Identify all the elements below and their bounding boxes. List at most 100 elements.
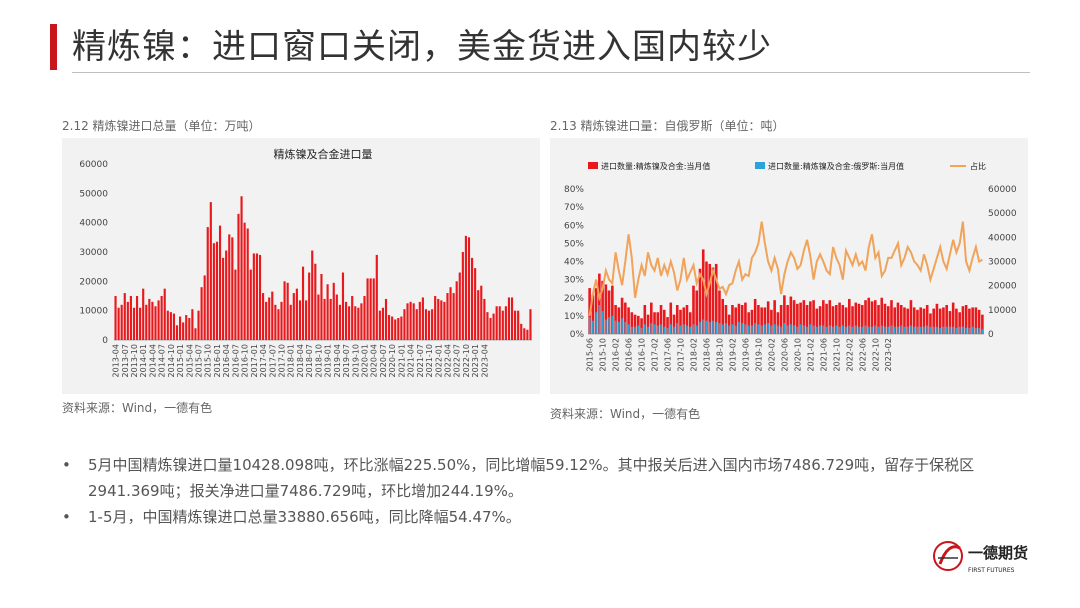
bar-russia (923, 326, 925, 334)
bar-total (763, 307, 767, 334)
bar (308, 272, 311, 340)
bar-russia (738, 321, 740, 334)
bar-total (935, 303, 939, 334)
bar-total (766, 301, 770, 334)
x-tick-label: 2014-07 (158, 344, 167, 377)
bar-total (792, 300, 796, 334)
bar (185, 315, 188, 340)
x-tick-label: 2018-06 (702, 338, 711, 371)
bar (431, 309, 434, 340)
bar-total (796, 303, 799, 334)
bar-total (942, 307, 945, 334)
bar-russia (647, 326, 649, 334)
bar-total (877, 305, 880, 334)
bar-russia (666, 327, 669, 334)
bar-russia (854, 325, 857, 334)
bar (483, 298, 486, 340)
bar-total (760, 307, 763, 334)
y-left-tick-label: 20% (564, 294, 584, 304)
bar (182, 322, 185, 340)
bar-total (737, 303, 741, 334)
bar (117, 307, 120, 340)
bar-total (653, 312, 656, 334)
bar-russia (712, 320, 714, 334)
bar-russia (952, 326, 954, 334)
bar-total (883, 303, 887, 334)
bar-russia (689, 326, 692, 334)
bar-total (799, 302, 802, 334)
bar (200, 287, 203, 340)
bar-russia (832, 326, 834, 334)
bar-total (857, 303, 861, 334)
bar (295, 288, 298, 340)
bar-total (805, 305, 809, 334)
right-chart: 进口数量:精炼镍及合金:当月值 进口数量:精炼镍及合金:俄罗斯:当月值 占比 0% 10… (564, 161, 1017, 371)
bar-russia (679, 325, 682, 334)
x-tick-label: 2015-01 (176, 344, 185, 377)
bar-total (679, 309, 682, 334)
bar-total (809, 301, 812, 334)
bar-russia (673, 326, 675, 334)
bar (292, 293, 295, 340)
x-tick-label: 2018-01 (287, 344, 296, 377)
title-divider (72, 72, 1030, 73)
bar (265, 301, 268, 340)
bar (129, 296, 132, 340)
x-tick-label: 2023-02 (884, 338, 893, 371)
x-tick-label: 2013-07 (121, 344, 130, 377)
bar (154, 306, 157, 340)
bar-total (903, 307, 906, 334)
bar-total (656, 312, 660, 334)
bar (249, 269, 252, 340)
bar (135, 296, 139, 340)
x-tick-label: 2018-10 (314, 344, 323, 377)
x-tick-label: 2015-10 (204, 344, 213, 377)
bar-russia (871, 326, 873, 334)
bar-total (880, 297, 884, 334)
bar (228, 234, 231, 340)
bar-russia (676, 323, 679, 334)
bar-total (627, 307, 630, 334)
bar-russia (932, 326, 935, 334)
bar (418, 301, 421, 340)
bar-russia (764, 324, 766, 334)
bar (344, 301, 348, 340)
y-tick-label: 60000 (79, 160, 108, 170)
y-right-tick-label: 40000 (988, 233, 1017, 243)
bar-total (828, 300, 832, 334)
bar (520, 323, 523, 340)
bar-total (906, 308, 910, 334)
bar-total (721, 298, 725, 334)
bar (480, 285, 483, 340)
bar-total (624, 302, 627, 334)
bar-russia (725, 323, 727, 334)
bar-total (672, 314, 676, 334)
bar-total (591, 295, 595, 334)
left-chart-caption: 2.12 精炼镍进口总量（单位：万吨） (62, 119, 261, 133)
bar-russia (601, 311, 604, 334)
logo-en-text: FIRST FUTURES (968, 567, 1015, 574)
bar (529, 309, 532, 340)
bar-total (666, 317, 669, 334)
bar-russia (864, 325, 867, 334)
bar (148, 298, 151, 340)
bar (126, 301, 129, 340)
bar (388, 315, 391, 340)
bar-russia (893, 326, 896, 334)
bar-russia (686, 325, 688, 334)
bar-russia (598, 305, 601, 334)
bar (394, 319, 397, 340)
bar (492, 313, 495, 340)
bar-total (669, 302, 673, 334)
bar (455, 281, 458, 340)
x-tick-label: 2019-07 (342, 344, 351, 377)
bar-russia (968, 327, 971, 334)
bar-russia (627, 324, 630, 334)
bar-total (893, 307, 897, 334)
bar-total (971, 307, 974, 334)
bar-russia (692, 324, 695, 334)
bar-russia (916, 326, 919, 334)
bar-total (731, 305, 734, 334)
x-tick-label: 2015-10 (599, 338, 608, 371)
x-tick-label: 2020-01 (360, 344, 369, 377)
